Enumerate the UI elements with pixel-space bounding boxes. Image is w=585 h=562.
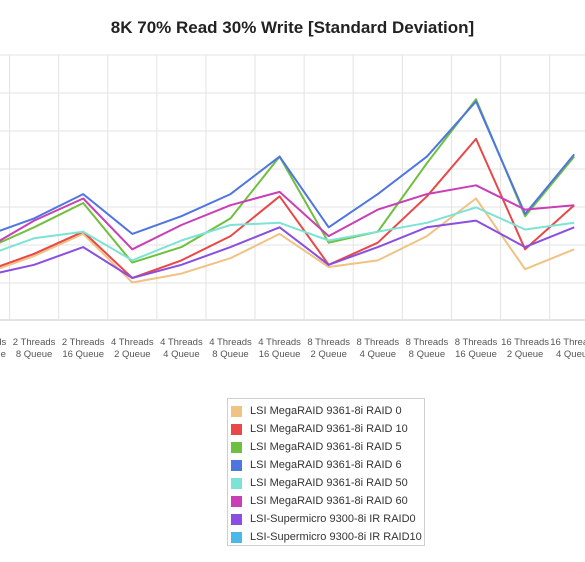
x-tick-label: 4 Queue (556, 349, 585, 360)
series-line-5 (0, 184, 575, 251)
x-tick-label: 8 Queue (409, 349, 445, 360)
legend-swatch (231, 441, 242, 453)
x-tick-label: 16 Queue (259, 349, 301, 360)
legend-label: LSI MegaRAID 9361-8i RAID 5 (250, 441, 402, 453)
legend-item[interactable]: LSI-Supermicro 9300-8i IR RAID0 (231, 510, 424, 528)
series-line-3 (0, 100, 575, 235)
x-tick-label: 4 Threads (209, 337, 252, 348)
legend-label: LSI MegaRAID 9361-8i RAID 0 (250, 405, 402, 417)
legend-item[interactable]: LSI MegaRAID 9361-8i RAID 60 (231, 492, 424, 510)
series-line-4 (0, 206, 575, 262)
x-tick-label: 2 Queue (114, 349, 150, 360)
x-tick-label: 8 Threads (356, 337, 399, 348)
x-tick-label: 1 Threads (0, 337, 7, 348)
legend-item[interactable]: LSI MegaRAID 9361-8i RAID 5 (231, 438, 424, 456)
x-tick-label: 8 Queue (212, 349, 248, 360)
series-line-0 (0, 197, 575, 284)
x-tick-label: 2 Queue (310, 349, 346, 360)
grid (0, 54, 585, 321)
chart-title: 8K 70% Read 30% Write [Standard Deviatio… (110, 18, 475, 37)
legend-label: LSI MegaRAID 9361-8i RAID 10 (250, 423, 408, 435)
series-line-1 (0, 137, 575, 279)
x-tick-label: 2 Threads (13, 337, 56, 348)
legend-swatch (231, 477, 242, 489)
x-tick-label: 8 Queue (16, 349, 52, 360)
legend-swatch (231, 423, 242, 435)
x-tick-label: 8 Threads (406, 337, 449, 348)
x-tick-label: 16 Queue (62, 349, 104, 360)
legend-swatch (231, 405, 242, 417)
legend: LSI MegaRAID 9361-8i RAID 0 LSI MegaRAID … (227, 398, 425, 546)
series-lines (0, 98, 575, 284)
x-tick-label: 8 Threads (455, 337, 498, 348)
legend-item[interactable]: LSI MegaRAID 9361-8i RAID 50 (231, 474, 424, 492)
x-tick-label: 2 Threads (62, 337, 105, 348)
x-tick-label: 4 Queue (360, 349, 396, 360)
legend-item[interactable]: LSI MegaRAID 9361-8i RAID 10 (231, 420, 424, 438)
x-tick-label: 4 Threads (111, 337, 154, 348)
legend-swatch (231, 495, 242, 507)
x-tick-label: 16 Queue (455, 349, 497, 360)
legend-item[interactable]: LSI MegaRAID 9361-8i RAID 6 (231, 456, 424, 474)
legend-item[interactable]: LSI-Supermicro 9300-8i IR RAID10 (231, 528, 424, 546)
legend-swatch (231, 513, 242, 525)
legend-label: LSI-Supermicro 9300-8i IR RAID10 (250, 531, 422, 543)
x-tick-label: 16 Queue (0, 349, 6, 360)
legend-label: LSI MegaRAID 9361-8i RAID 50 (250, 477, 408, 489)
x-tick-label: 16 Threads (501, 337, 549, 348)
legend-item[interactable]: LSI MegaRAID 9361-8i RAID 0 (231, 402, 424, 420)
legend-label: LSI MegaRAID 9361-8i RAID 60 (250, 495, 408, 507)
legend-swatch (231, 531, 242, 543)
legend-label: LSI MegaRAID 9361-8i RAID 6 (250, 459, 402, 471)
x-tick-label: 8 Threads (307, 337, 350, 348)
x-tick-label: 2 Queue (507, 349, 543, 360)
legend-swatch (231, 459, 242, 471)
x-tick-label: 4 Queue (163, 349, 199, 360)
series-line-6 (0, 219, 575, 279)
x-tick-label: 16 Threads (550, 337, 585, 348)
x-tick-label: 4 Threads (160, 337, 203, 348)
legend-label: LSI-Supermicro 9300-8i IR RAID0 (250, 513, 416, 525)
x-tick-label: 4 Threads (258, 337, 301, 348)
